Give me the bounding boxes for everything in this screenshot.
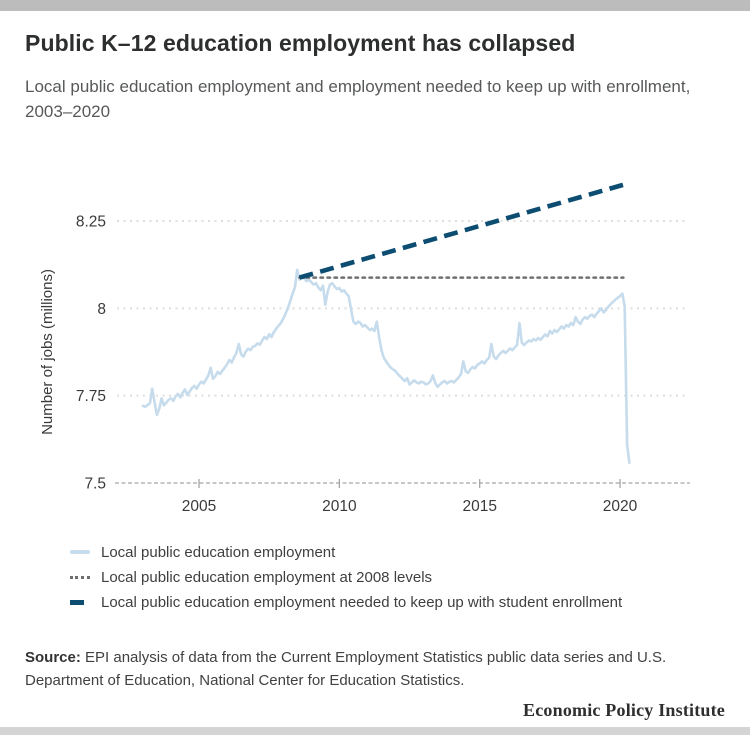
legend-item-needed-employment: Local public education employment needed… xyxy=(70,593,622,611)
epi-wordmark: Economic Policy Institute xyxy=(523,700,725,720)
bottom-border-bar xyxy=(0,727,750,735)
chart-subtitle: Local public education employment and em… xyxy=(25,77,691,121)
legend-item-employment: Local public education employment xyxy=(70,543,622,561)
y-tick-label: 7.75 xyxy=(76,388,106,405)
legend-label: Local public education employment xyxy=(101,543,336,561)
legend-label: Local public education employment needed… xyxy=(101,593,623,611)
y-tick-label: 8.25 xyxy=(76,214,106,231)
x-tick-label: 2010 xyxy=(322,498,357,515)
employment-line-series xyxy=(141,268,631,465)
y-tick-label: 7.5 xyxy=(84,475,106,492)
source-note: Source: EPI analysis of data from the Cu… xyxy=(25,646,725,692)
legend-item-2008-levels: Local public education employment at 200… xyxy=(70,568,622,586)
chart-title: Public K–12 education employment has col… xyxy=(25,30,576,56)
x-tick-label: 2015 xyxy=(462,498,496,515)
source-label: Source: xyxy=(25,649,81,666)
top-border-bar xyxy=(0,0,750,11)
source-text: EPI analysis of data from the Current Em… xyxy=(25,649,667,689)
legend-label: Local public education employment at 200… xyxy=(101,568,433,586)
x-tick-label: 2020 xyxy=(603,498,638,515)
y-tick-label: 8 xyxy=(97,301,106,318)
solid-line-swatch-icon xyxy=(70,550,92,554)
dashed-line-swatch-icon xyxy=(70,599,92,605)
y-axis-title: Number of jobs (millions) xyxy=(39,269,56,435)
needed-employment-series xyxy=(298,181,630,280)
legend: Local public education employment Local … xyxy=(70,543,622,611)
dotted-line-swatch-icon xyxy=(70,575,92,579)
x-tick-label: 2005 xyxy=(182,498,216,515)
